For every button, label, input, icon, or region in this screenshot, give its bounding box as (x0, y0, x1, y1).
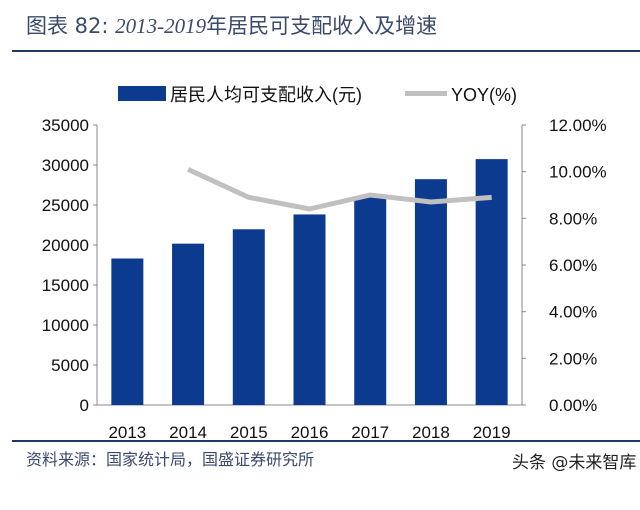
legend-label-bar: 居民人均可支配收入(元) (170, 85, 362, 105)
x-tick-label: 2013 (108, 423, 146, 440)
x-tick-label: 2015 (230, 423, 268, 440)
bar-2014 (172, 243, 205, 405)
bar-2015 (232, 229, 265, 405)
right-tick-label: 2.00% (549, 349, 597, 368)
legend-swatch-line (405, 91, 447, 96)
right-tick-label: 12.00% (549, 116, 607, 135)
right-tick-label: 6.00% (549, 256, 597, 275)
title-rule (12, 50, 640, 52)
right-tick-label: 8.00% (549, 209, 597, 228)
bar-2016 (293, 214, 326, 405)
right-tick-label: 0.00% (549, 396, 597, 415)
bar-2018 (414, 179, 447, 405)
bar-2017 (354, 197, 387, 405)
figure-title: 图表 82: 2013-2019年居民可支配收入及增速 (26, 14, 438, 38)
x-tick-label: 2016 (291, 423, 329, 440)
right-tick-label: 10.00% (549, 163, 607, 182)
right-tick-label: 4.00% (549, 303, 597, 322)
source-rule (12, 440, 640, 442)
bar-2013 (111, 258, 144, 405)
yoy-line (187, 167, 492, 212)
x-tick-label: 2014 (169, 423, 207, 440)
x-tick-label: 2019 (473, 423, 511, 440)
left-tick-label: 5000 (51, 356, 89, 375)
watermark: 头条 @未来智库 (512, 453, 637, 473)
legend-swatch-bar (118, 86, 166, 101)
legend-label-line: YOY(%) (451, 85, 517, 105)
left-tick-label: 35000 (42, 116, 89, 135)
left-tick-label: 10000 (42, 316, 89, 335)
left-tick-label: 0 (80, 396, 89, 415)
left-tick-label: 15000 (42, 276, 89, 295)
left-tick-label: 25000 (42, 196, 89, 215)
x-tick-label: 2017 (351, 423, 389, 440)
source-note: 资料来源：国家统计局，国盛证券研究所 (26, 450, 315, 469)
x-tick-label: 2018 (412, 423, 450, 440)
chart-svg: 0 5000 10000 15000 20000 25000 30000 35000 0.00%… (42, 85, 607, 440)
left-tick-label: 30000 (42, 156, 89, 175)
left-tick-label: 20000 (42, 236, 89, 255)
